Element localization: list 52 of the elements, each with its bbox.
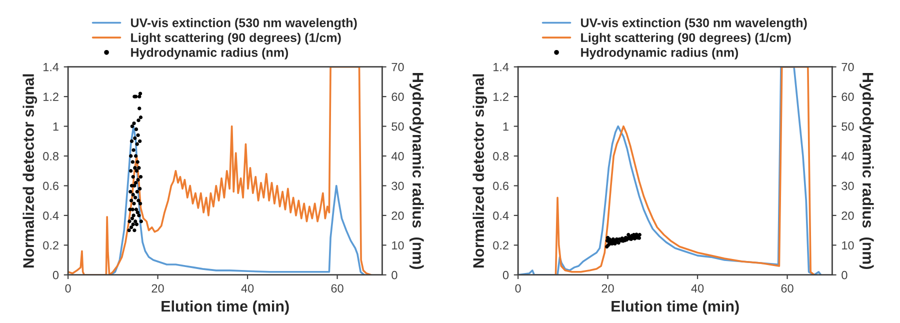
x-tick-label: 40 (241, 284, 254, 293)
y-tick-label: 1 (53, 122, 58, 131)
x-tick-label: 0 (515, 284, 521, 293)
y2-tick-label: 40 (391, 152, 404, 160)
y-tick-label: 1 (503, 122, 508, 131)
y2-tick-label: 60 (392, 92, 404, 101)
y2-tick-label: 0 (842, 270, 848, 280)
y-tick-label: 0.6 (43, 182, 58, 190)
y2-tick-label: 30 (842, 182, 854, 190)
y-tick-label: 1.2 (494, 92, 508, 101)
y-tick-label: 0.8 (493, 152, 508, 160)
y-axis-title: Normalized detector signal (22, 74, 38, 268)
x-tick-label: 20 (602, 284, 614, 293)
y-tick-label: 0.8 (43, 152, 58, 160)
y2-tick-label: 60 (842, 92, 854, 101)
y2-tick-label: 30 (392, 182, 404, 190)
y-axis-title: Normalized detector signal (472, 74, 488, 268)
y-tick-label: 1.4 (494, 63, 509, 72)
legend-label: UV-vis extinction (530 nm wavelength) (131, 18, 357, 30)
y-tick-label: 0.6 (493, 182, 508, 190)
y2-tick-label: 50 (392, 122, 404, 131)
y-tick-label: 1.2 (44, 92, 58, 101)
legend-label: UV-vis extinction (530 nm wavelength) (581, 18, 807, 30)
y2-axis-title: Hydrodynamic radius (nm) (410, 72, 424, 270)
y-tick-label: 0.2 (43, 241, 58, 250)
x-tick-label: 60 (781, 284, 794, 293)
y2-axis-title: Hydrodynamic radius (nm) (860, 72, 874, 270)
y2-tick-label: 0 (392, 270, 398, 280)
y-tick-label: 1.4 (44, 63, 59, 72)
x-tick-label: 60 (331, 284, 344, 293)
x-tick-label: 40 (691, 284, 704, 293)
y-tick-label: 0 (52, 270, 59, 280)
legend-label: Light scattering (90 degrees) (1/cm) (131, 32, 341, 45)
y-tick-label: 0 (502, 270, 509, 280)
x-axis-title: Elution time (min) (162, 300, 289, 315)
y-tick-label: 0.4 (493, 211, 509, 220)
y2-tick-label: 70 (842, 62, 854, 72)
y2-tick-label: 50 (842, 122, 854, 131)
x-tick-label: 20 (152, 284, 164, 293)
y2-tick-label: 40 (841, 152, 854, 160)
legend-label: Light scattering (90 degrees) (1/cm) (581, 32, 791, 45)
y2-tick-label: 10 (392, 241, 404, 250)
legend-label: Hydrodynamic radius (nm) (131, 48, 288, 60)
x-tick-label: 0 (65, 284, 71, 293)
y-tick-label: 0.2 (493, 241, 508, 250)
y2-tick-label: 20 (392, 211, 404, 220)
legend-label: Hydrodynamic radius (nm) (581, 48, 738, 60)
y2-tick-label: 20 (842, 211, 854, 220)
x-axis-title: Elution time (min) (612, 300, 739, 315)
y-tick-label: 0.4 (43, 211, 59, 220)
y2-tick-label: 10 (842, 241, 854, 250)
y2-tick-label: 70 (392, 62, 404, 72)
